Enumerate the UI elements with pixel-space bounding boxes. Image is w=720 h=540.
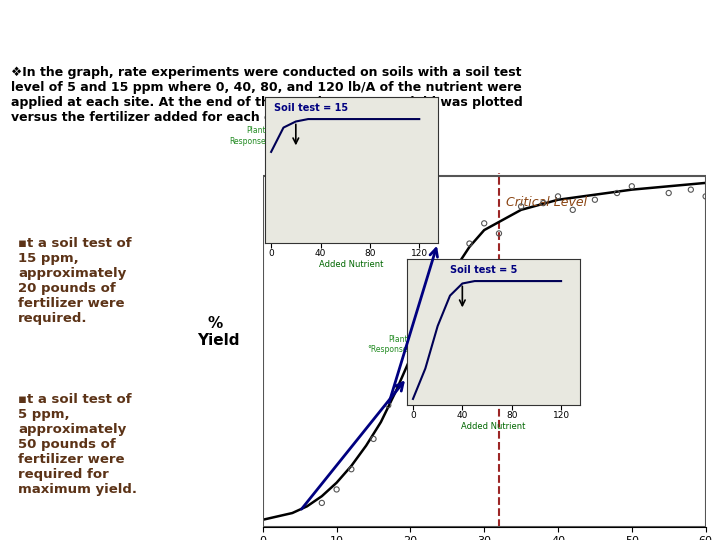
Point: [441, 269, 453, 278]
Point: [464, 239, 475, 248]
Point: [626, 182, 638, 191]
Point: [663, 188, 675, 197]
Text: ❖In the graph, rate experiments were conducted on soils with a soil test
level o: ❖In the graph, rate experiments were con…: [11, 66, 523, 124]
Text: Soil test = 5: Soil test = 5: [450, 265, 518, 275]
Text: Plant
Response: Plant Response: [230, 126, 266, 146]
Point: [479, 219, 490, 228]
Point: [382, 401, 394, 409]
Point: [316, 498, 328, 507]
Point: [331, 485, 343, 494]
Text: How fertilizer recommendations are developed: How fertilizer recommendations are devel…: [83, 16, 637, 36]
Text: Plant
°Response: Plant °Response: [367, 335, 408, 354]
Point: [493, 229, 505, 238]
Point: [611, 188, 623, 197]
Text: ▪t a soil test of
15 ppm,
approximately
20 pounds of
fertilizer were
required.: ▪t a soil test of 15 ppm, approximately …: [18, 237, 132, 325]
Point: [685, 185, 697, 194]
Point: [419, 310, 431, 319]
Text: % 
Yield: % Yield: [197, 316, 240, 348]
Point: [346, 465, 357, 474]
Point: [700, 192, 711, 201]
X-axis label: Added Nutrient: Added Nutrient: [319, 260, 384, 268]
Point: [567, 206, 579, 214]
Point: [516, 202, 527, 211]
Point: [589, 195, 600, 204]
Point: [537, 199, 549, 207]
Point: [552, 192, 564, 201]
X-axis label: Added Nutrient: Added Nutrient: [461, 422, 526, 430]
Text: ▪t a soil test of
5 ppm,
approximately
50 pounds of
fertilizer were
required for: ▪t a soil test of 5 ppm, approximately 5…: [18, 393, 137, 496]
Point: [405, 347, 416, 356]
Point: [368, 435, 379, 443]
Text: Critical Level: Critical Level: [506, 197, 588, 210]
Text: Soil test = 15: Soil test = 15: [274, 103, 348, 113]
